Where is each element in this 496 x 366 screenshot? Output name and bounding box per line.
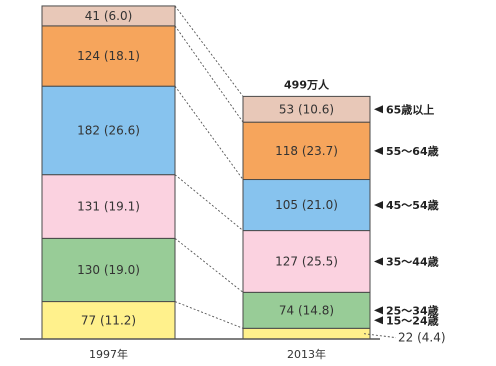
bar-segment (41, 5, 176, 27)
segment-value-label: 77 (11.2) (81, 313, 136, 327)
segment-value-label: 127 (25.5) (275, 254, 338, 268)
segment-value-label: 53 (10.6) (279, 102, 334, 116)
bar-segment (41, 301, 176, 340)
connector-lines (174, 5, 244, 329)
pointer-arrow-icon (374, 146, 383, 155)
total-label: 499万人 (284, 77, 330, 91)
category-labels: 1997年 2013年 (89, 347, 326, 361)
age-group-label: 35～44歳 (386, 254, 439, 268)
connector-line (174, 85, 244, 180)
bar-segment (41, 237, 176, 303)
pointer-arrow-icon (374, 105, 383, 114)
leader-line (363, 333, 397, 339)
connector-line (174, 174, 244, 231)
segment-value-label: 105 (21.0) (275, 198, 338, 212)
pointer-arrow-icon (374, 316, 383, 325)
segment-value-label: 131 (19.1) (77, 200, 140, 214)
pointer-arrow-icon (374, 201, 383, 210)
segment-value-label: 74 (14.8) (279, 303, 334, 317)
age-group-label: 15～24歳 (386, 313, 439, 327)
bar-segment (41, 85, 176, 176)
bar-segment (242, 291, 371, 329)
total-labels: 499万人 (284, 77, 330, 91)
category-label: 2013年 (287, 347, 326, 361)
pointer-arrow-icon (374, 306, 383, 315)
age-group-label: 25～34歳 (386, 303, 439, 317)
segment-value-label: 22 (4.4) (398, 331, 446, 345)
connector-line (174, 25, 244, 123)
connector-line (174, 238, 244, 293)
segment-labels: 77 (11.2) 130 (19.0) 131 (19.1) 182 (26.6) 1… (77, 9, 445, 345)
segment-value-label: 41 (6.0) (85, 9, 133, 23)
age-group-label: 65歳以上 (386, 102, 434, 116)
age-group-label: 55～64歳 (386, 144, 439, 158)
connector-line (174, 5, 244, 97)
segment-value-label: 182 (26.6) (77, 123, 140, 137)
connector-line (174, 301, 244, 329)
age-group-label: 45～54歳 (386, 198, 439, 212)
category-label: 1997年 (89, 347, 128, 361)
bar-segment (242, 327, 371, 340)
segment-value-label: 118 (23.7) (275, 144, 338, 158)
bar-segment (242, 230, 371, 293)
segment-value-label: 124 (18.1) (77, 49, 140, 63)
bar-segment (242, 121, 371, 181)
segment-value-label: 130 (19.0) (77, 263, 140, 277)
pointer-arrow-icon (374, 257, 383, 266)
bar-segment (242, 95, 371, 123)
bar-segment (41, 25, 176, 87)
bar-segments (41, 5, 371, 340)
